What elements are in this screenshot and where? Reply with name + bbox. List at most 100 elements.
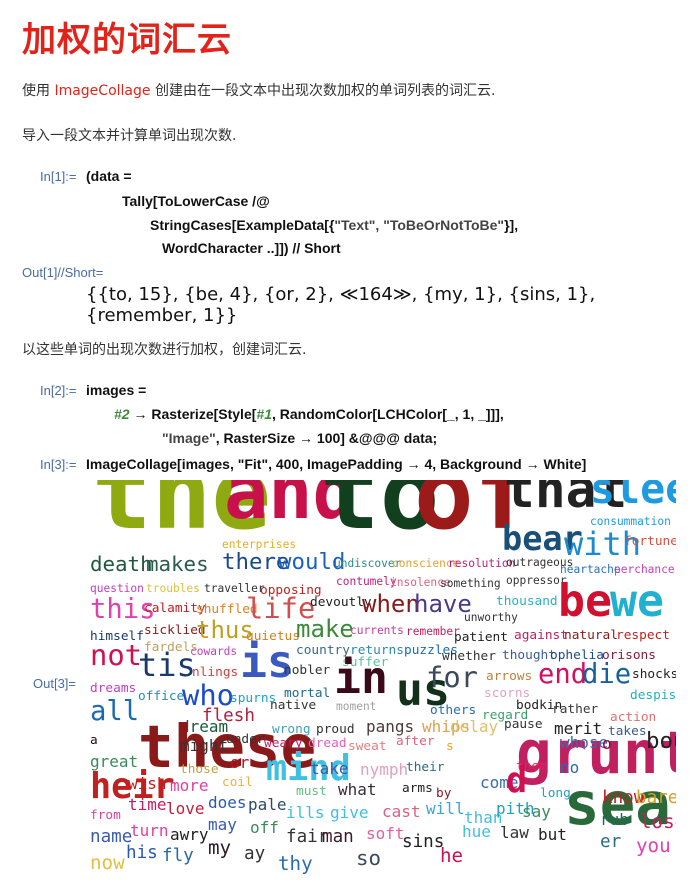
cloud-word-natural: natural [564, 628, 618, 643]
cloud-word-suffer: suffer [342, 655, 389, 670]
in3-line1[interactable]: ImageCollage[images, "Fit", 400, ImagePa… [86, 456, 587, 472]
cloud-word-flesh: flesh [202, 706, 255, 726]
cloud-word-is: is [240, 635, 294, 688]
cloud-word-thy: thy [278, 852, 313, 875]
cloud-word-this: this [90, 594, 155, 625]
cloud-word-against: against [514, 628, 568, 643]
cloud-word-name: name [90, 827, 132, 847]
cloud-word-delay: delay [450, 717, 499, 736]
cloud-word-s: s [446, 739, 454, 754]
cloud-word-despis: despis [630, 688, 676, 703]
cloud-word-than: than [464, 808, 503, 827]
cloud-word-no: no [560, 758, 579, 777]
cloud-word-would: would [278, 549, 345, 575]
cloud-word-time: time [128, 795, 167, 814]
cloud-word-sweat: sweat [348, 739, 387, 754]
cloud-word-we: we [610, 574, 664, 627]
cloud-word-proud: proud [316, 722, 355, 737]
cloud-word-pale: pale [248, 795, 287, 814]
cloud-word-perchance: perchance [614, 563, 675, 576]
cloud-word-will: will [426, 799, 465, 818]
cloud-word-traveller: traveller [204, 582, 265, 595]
cloud-word-now: now [90, 851, 125, 874]
cloud-word-devoutly: devoutly [310, 595, 372, 610]
cloud-word-heartache: heartache [560, 563, 621, 576]
cloud-word-love: love [166, 799, 205, 818]
cloud-word-must: must [296, 784, 327, 799]
cloud-word-arms: arms [402, 781, 433, 796]
cloud-word-regard: regard [482, 708, 528, 723]
cloud-word-scorns: scorns [484, 686, 530, 701]
cloud-word-those: those [180, 762, 219, 777]
cloud-word-moment: moment [336, 700, 376, 713]
cloud-word-fortune: fortune [624, 534, 676, 549]
cloud-word-dreams: dreams [90, 681, 136, 696]
in2-line2[interactable]: #2 → Rasterize[Style[#1, RandomColor[LCH… [114, 406, 504, 422]
cloud-word-contumely: contumely [336, 575, 397, 588]
cloud-word-life: life [246, 591, 315, 625]
cloud-word-country: country [296, 643, 350, 658]
in2-line3[interactable]: "Image", RasterSize → 100] &@@@ data; [162, 430, 437, 446]
in1-line2[interactable]: Tally[ToLowerCase /@ [122, 193, 270, 209]
cloud-word-give: give [330, 803, 369, 822]
in1-line4[interactable]: WordCharacter ..]]) // Short [162, 240, 341, 256]
cloud-word-may: may [208, 815, 237, 834]
cloud-word-office: office [138, 689, 184, 704]
cloud-word-awry: awry [170, 825, 209, 844]
cloud-word-calamity: calamity [144, 601, 206, 616]
cloud-word-takes: takes [608, 724, 647, 739]
in3-label: In[3]:= [40, 457, 77, 472]
cloud-word-dream: dream [180, 717, 228, 736]
intro-suffix: 创建由在一段文本中出现次数加权的单词列表的词汇云. [150, 83, 496, 99]
cloud-word-you: you [636, 834, 671, 857]
cloud-word-man: man [322, 827, 354, 847]
cloud-word-bourn: bourn [646, 728, 676, 754]
cloud-word-weary: weary [264, 736, 303, 751]
cloud-word-when: when [362, 590, 420, 618]
cloud-word-d: d [506, 760, 527, 801]
in2-label: In[2]:= [40, 383, 77, 398]
word-cloud-image: theandtoofthatsleepconsummationbearwithf… [90, 480, 676, 875]
cloud-word-something: something [440, 577, 501, 590]
step2-text: 以这些单词的出现次数进行加权，创建词汇云. [22, 342, 307, 358]
intro-paragraph: 使用 ImageCollage 创建由在一段文本中出现次数加权的单词列表的词汇云… [22, 80, 495, 100]
page-title: 加权的词汇云 [22, 20, 232, 60]
cloud-word-undiscover: undiscover [334, 557, 402, 570]
cloud-word-patient: patient [454, 630, 508, 645]
cloud-word-their: their [406, 760, 445, 775]
cloud-word-er: er [600, 832, 621, 852]
cloud-word-fly: fly [162, 846, 194, 866]
cloud-word-himself: himself [90, 629, 144, 644]
out1-value: {{to, 15}, {be, 4}, {or, 2}, ≪164≫, {my,… [86, 284, 596, 326]
cloud-word-puzzles: puzzles [404, 643, 458, 658]
cloud-word-after: after [396, 734, 435, 749]
cloud-word-bodkin: bodkin [516, 698, 562, 713]
cloud-word-thousand: thousand [496, 594, 558, 609]
cloud-word-quietus: quietus [246, 629, 300, 644]
intro-prefix: 使用 [22, 83, 55, 99]
cloud-word-not: not [90, 638, 142, 672]
cloud-word-fardels: fardels [144, 640, 198, 655]
in1-line1[interactable]: (data = [86, 168, 132, 184]
cloud-word-unworthy: unworthy [464, 611, 518, 624]
in1-line3-c: }], [504, 217, 519, 233]
cloud-word-merit: merit [554, 719, 602, 738]
cloud-word-ay: ay [244, 844, 265, 864]
cloud-word-a: a [90, 733, 98, 748]
cloud-word-enterprises: enterprises [222, 538, 296, 551]
imagecollage-link[interactable]: ImageCollage [54, 83, 151, 99]
cloud-word-take: take [310, 759, 349, 778]
in1-line3[interactable]: StringCases[ExampleData[{"Text", "ToBeOr… [150, 217, 518, 233]
in1-line3-string: "Text", "ToBeOrNotToBe" [334, 217, 505, 233]
cloud-word-heir: heir [90, 766, 175, 807]
cloud-word-does: does [208, 793, 247, 812]
slot-2: #2 [114, 406, 130, 422]
cloud-word-others: others [430, 703, 476, 718]
cloud-word-sicklied: sicklied [144, 623, 206, 638]
cloud-word-he: he [440, 844, 463, 867]
in2-line1[interactable]: images = [86, 382, 147, 398]
cloud-word-thought: thought [502, 648, 556, 663]
cloud-word-rub: rub [600, 810, 629, 829]
cloud-word-come: come [480, 773, 519, 792]
cloud-word-sleep: sleep [590, 480, 676, 513]
